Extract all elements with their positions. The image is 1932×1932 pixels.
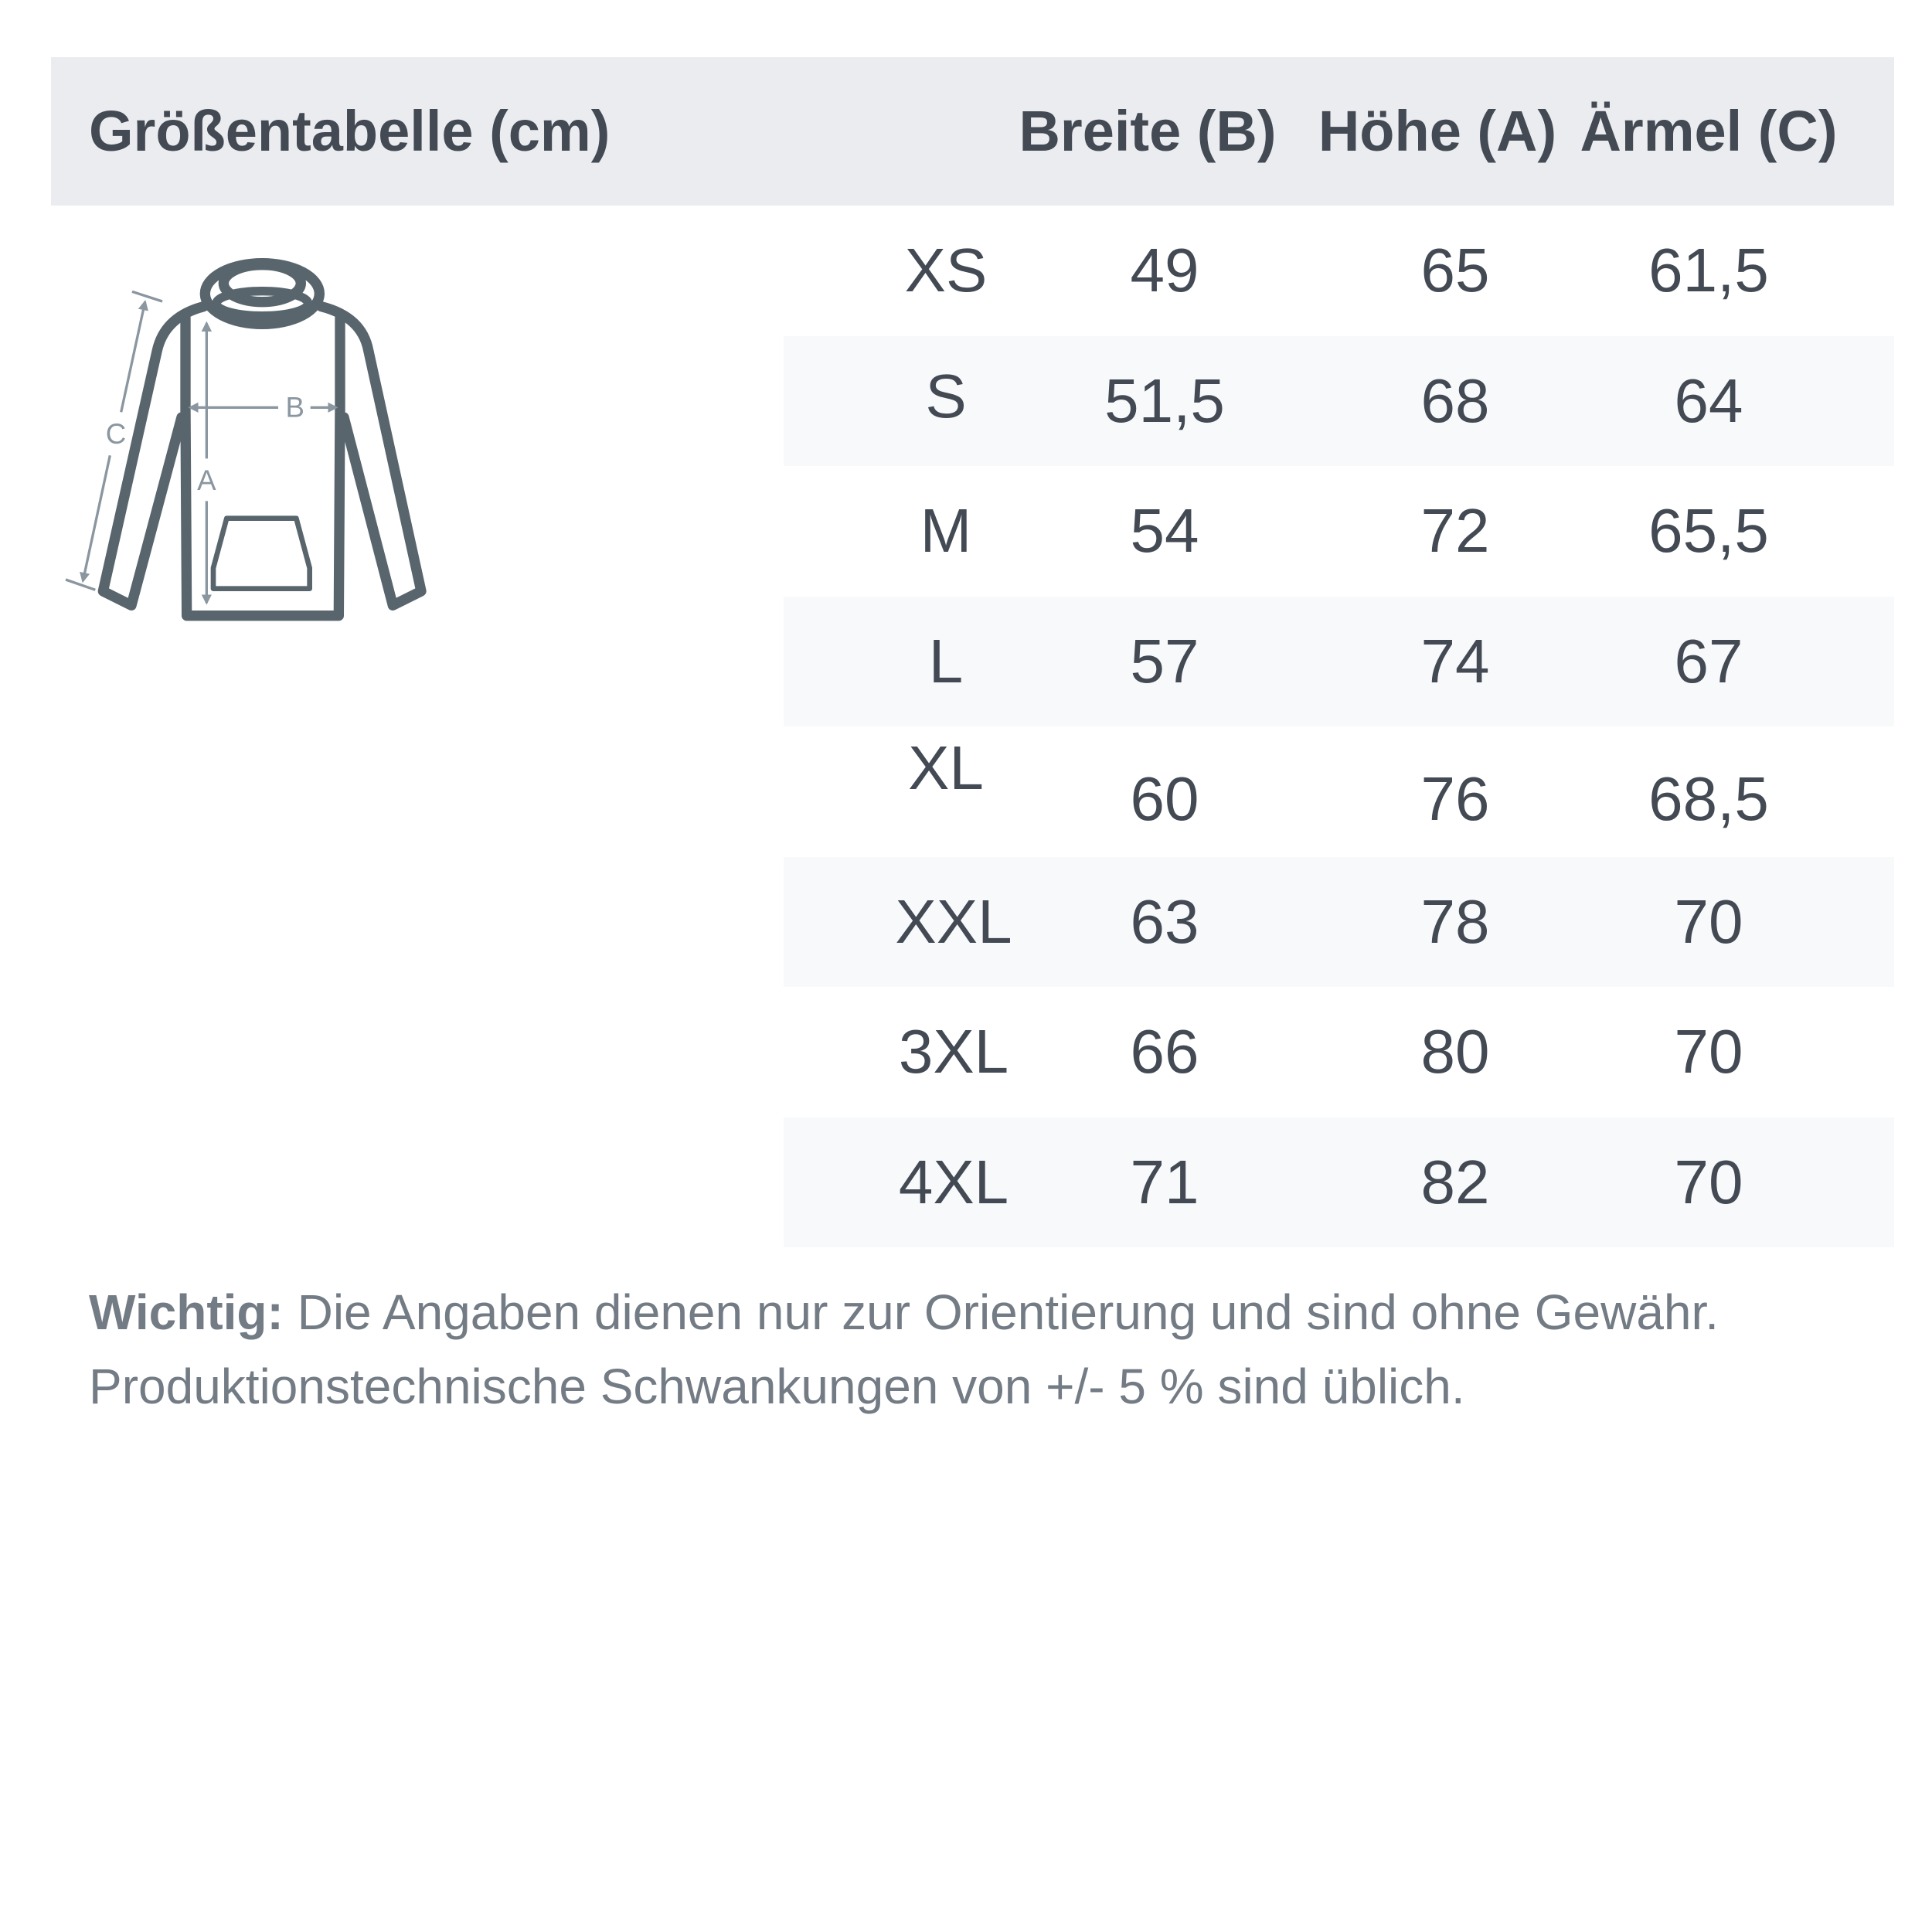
size-table: XS 49 65 61,5 S 51,5 68 64 M 54 72 65,5 … — [784, 206, 1894, 1247]
measure-lines — [65, 290, 338, 605]
table-row: M 54 72 65,5 — [784, 466, 1894, 597]
size-cell: L — [928, 626, 964, 696]
breite-cell: 66 — [1130, 1017, 1199, 1086]
size-cell: 3XL — [898, 1017, 1009, 1086]
hoehe-cell: 76 — [1420, 764, 1490, 833]
aermel-cell: 64 — [1674, 366, 1743, 435]
hoehe-cell: 65 — [1420, 236, 1490, 304]
hoodie-outline — [97, 258, 427, 621]
breite-cell: 60 — [1130, 764, 1199, 833]
label-width: B — [285, 391, 304, 423]
table-header: Größentabelle (cm) Breite (B) Höhe (A) Ä… — [51, 57, 1894, 206]
size-cell: S — [925, 361, 967, 430]
hoehe-cell: 68 — [1420, 366, 1490, 435]
size-cell: XXL — [895, 886, 1012, 956]
note-line-1: Die Angaben dienen nur zur Orientierung … — [283, 1284, 1719, 1340]
column-header-hoehe: Höhe (A) — [1318, 99, 1557, 163]
disclaimer-note: Wichtig: Die Angaben dienen nur zur Orie… — [89, 1275, 1889, 1423]
column-header-aermel: Ärmel (C) — [1580, 99, 1838, 163]
size-cell: XS — [904, 236, 988, 304]
hoehe-cell: 82 — [1420, 1147, 1490, 1216]
breite-cell: 57 — [1130, 626, 1199, 696]
hoehe-cell: 78 — [1420, 886, 1490, 956]
label-height: A — [197, 464, 216, 496]
aermel-cell: 65,5 — [1648, 496, 1769, 565]
size-cell: 4XL — [898, 1147, 1009, 1216]
table-row: S 51,5 68 64 — [784, 335, 1894, 466]
hoodie-diagram: C A B — [65, 258, 427, 621]
breite-cell: 63 — [1130, 886, 1199, 956]
aermel-cell: 70 — [1674, 886, 1743, 956]
breite-cell: 54 — [1130, 496, 1199, 565]
note-label: Wichtig: — [89, 1284, 284, 1340]
size-cell: M — [920, 496, 972, 565]
table-row: 3XL 66 80 70 — [784, 987, 1894, 1117]
hoehe-cell: 80 — [1420, 1017, 1490, 1086]
aermel-cell: 70 — [1674, 1147, 1743, 1216]
aermel-cell: 67 — [1674, 626, 1743, 696]
column-header-breite: Breite (B) — [1019, 99, 1277, 163]
table-row: XXL 63 78 70 — [784, 856, 1894, 987]
breite-cell: 51,5 — [1104, 366, 1225, 435]
aermel-cell: 68,5 — [1648, 764, 1769, 833]
note-line-2: Produktionstechnische Schwankungen von +… — [89, 1359, 1465, 1414]
breite-cell: 49 — [1130, 236, 1199, 304]
table-row: L 57 74 67 — [784, 596, 1894, 726]
hoehe-cell: 72 — [1420, 496, 1490, 565]
table-row: 4XL 71 82 70 — [784, 1117, 1894, 1247]
label-sleeve: C — [106, 418, 126, 450]
page-title: Größentabelle (cm) — [89, 99, 611, 163]
size-cell: XL — [908, 733, 984, 802]
aermel-cell: 61,5 — [1648, 236, 1769, 304]
aermel-cell: 70 — [1674, 1017, 1743, 1086]
table-row: XL 60 76 68,5 — [784, 726, 1894, 857]
hoehe-cell: 74 — [1420, 626, 1490, 696]
table-row: XS 49 65 61,5 — [784, 206, 1894, 336]
breite-cell: 71 — [1130, 1147, 1199, 1216]
